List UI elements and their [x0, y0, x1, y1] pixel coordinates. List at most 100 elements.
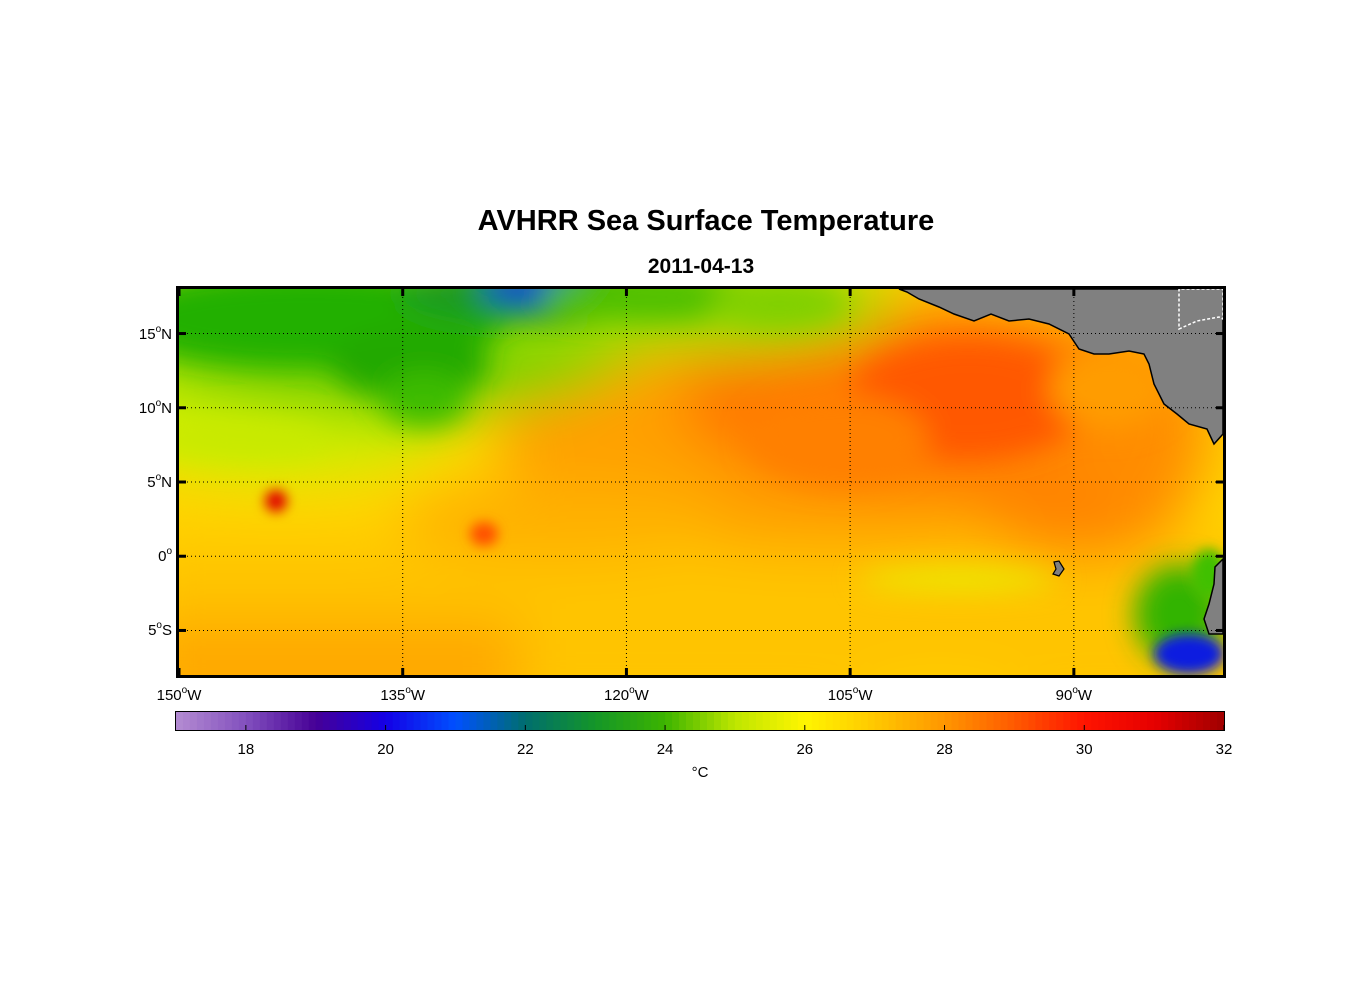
colorbar-step: [713, 712, 722, 730]
colorbar-step: [790, 712, 799, 730]
colorbar-step: [483, 712, 491, 730]
colorbar-step: [1168, 712, 1176, 730]
colorbar-step: [490, 712, 498, 730]
colorbar-step: [427, 712, 436, 730]
colorbar-step: [413, 712, 422, 730]
colorbar-step: [448, 712, 456, 730]
colorbar-step: [420, 712, 429, 730]
colorbar-step: [979, 712, 987, 730]
colorbar-step: [259, 712, 268, 730]
colorbar-step: [1112, 712, 1120, 730]
lat-tick-label: 15oN: [138, 323, 172, 343]
colorbar-step: [909, 712, 918, 730]
colorbar-step: [546, 712, 554, 730]
colorbar-step: [287, 712, 296, 730]
colorbar-step: [224, 712, 233, 730]
colorbar-step: [602, 712, 610, 730]
colorbar-step: [532, 712, 540, 730]
colorbar-step: [839, 712, 848, 730]
sst-map: [176, 286, 1226, 678]
colorbar-step: [329, 712, 338, 730]
colorbar-step: [895, 712, 904, 730]
colorbar-step: [553, 712, 561, 730]
colorbar-step: [818, 712, 827, 730]
lon-tick-label: 90oW: [1055, 685, 1093, 704]
colorbar-step: [1070, 712, 1078, 730]
colorbar-step: [1098, 712, 1106, 730]
colorbar-step: [769, 712, 778, 730]
colorbar-step: [867, 712, 876, 730]
galapagos-islands: [1052, 560, 1065, 577]
colorbar-step: [734, 712, 743, 730]
colorbar-step: [1140, 712, 1148, 730]
colorbar-step: [210, 712, 219, 730]
colorbar-step: [993, 712, 1001, 730]
colorbar-step: [1189, 712, 1197, 730]
colorbar-tick-label: 30: [1075, 741, 1093, 758]
colorbar-step: [930, 712, 939, 730]
colorbar-step: [1014, 712, 1022, 730]
colorbar-step: [1084, 712, 1092, 730]
colorbar-step: [658, 712, 666, 730]
colorbar-step: [700, 712, 708, 730]
chart-subtitle: 2011-04-13: [647, 255, 755, 278]
graticule: [179, 289, 1223, 675]
colorbar-step: [588, 712, 596, 730]
colorbar-step: [322, 712, 331, 730]
colorbar-step: [741, 712, 750, 730]
colorbar-step: [986, 712, 994, 730]
colorbar-step: [336, 712, 345, 730]
colorbar-step: [364, 712, 373, 730]
lat-tick-label: 5oN: [147, 472, 172, 491]
colorbar-step: [1007, 712, 1015, 730]
colorbar-step: [623, 712, 631, 730]
colorbar-step: [706, 712, 715, 730]
lon-tick-label: 120oW: [604, 685, 649, 704]
colorbar-step: [665, 712, 673, 730]
colorbar-unit-label: °C: [691, 764, 709, 781]
chart-title: AVHRR Sea Surface Temperature: [477, 205, 935, 237]
colorbar-step: [1175, 712, 1183, 730]
colorbar-tick-label: 20: [377, 741, 394, 758]
lat-tick-label: 0o: [158, 546, 172, 566]
colorbar-step: [560, 712, 568, 730]
colorbar-step: [469, 712, 477, 730]
colorbar-step: [916, 712, 925, 730]
colorbar-step: [923, 712, 932, 730]
colorbar-step: [441, 712, 449, 730]
colorbar-step: [720, 712, 729, 730]
colorbar-tick-label: 26: [796, 741, 814, 758]
colorbar-step: [462, 712, 470, 730]
colorbar-step: [581, 712, 589, 730]
colorbar-step: [1133, 712, 1141, 730]
colorbar-step: [567, 712, 575, 730]
colorbar-step: [406, 712, 415, 730]
colorbar-step: [1217, 712, 1224, 730]
colorbar-step: [804, 712, 813, 730]
colorbar-step: [511, 712, 519, 730]
colorbar-step: [1210, 712, 1218, 730]
colorbar-step: [357, 712, 366, 730]
colorbar-step: [294, 712, 303, 730]
colorbar-step: [811, 712, 820, 730]
colorbar-step: [693, 712, 701, 730]
colorbar-step: [902, 712, 911, 730]
colorbar-step: [280, 712, 289, 730]
colorbar-step: [1042, 712, 1050, 730]
colorbar-step: [203, 712, 212, 730]
lon-tick-label: 135oW: [380, 685, 426, 704]
colorbar-step: [846, 712, 855, 730]
colorbar-step: [762, 712, 771, 730]
colorbar-step: [245, 712, 254, 730]
colorbar-step: [350, 712, 359, 730]
land-masses: [898, 289, 1223, 635]
colorbar-step: [476, 712, 484, 730]
colorbar-step: [965, 712, 973, 730]
colorbar-step: [1056, 712, 1064, 730]
colorbar-step: [1035, 712, 1043, 730]
sst-map-svg: [179, 289, 1223, 675]
colorbar-step: [727, 712, 736, 730]
colorbar-step: [783, 712, 792, 730]
colorbar-tick-label: 22: [516, 741, 534, 758]
central-america-coast-highlight: [1178, 289, 1223, 331]
